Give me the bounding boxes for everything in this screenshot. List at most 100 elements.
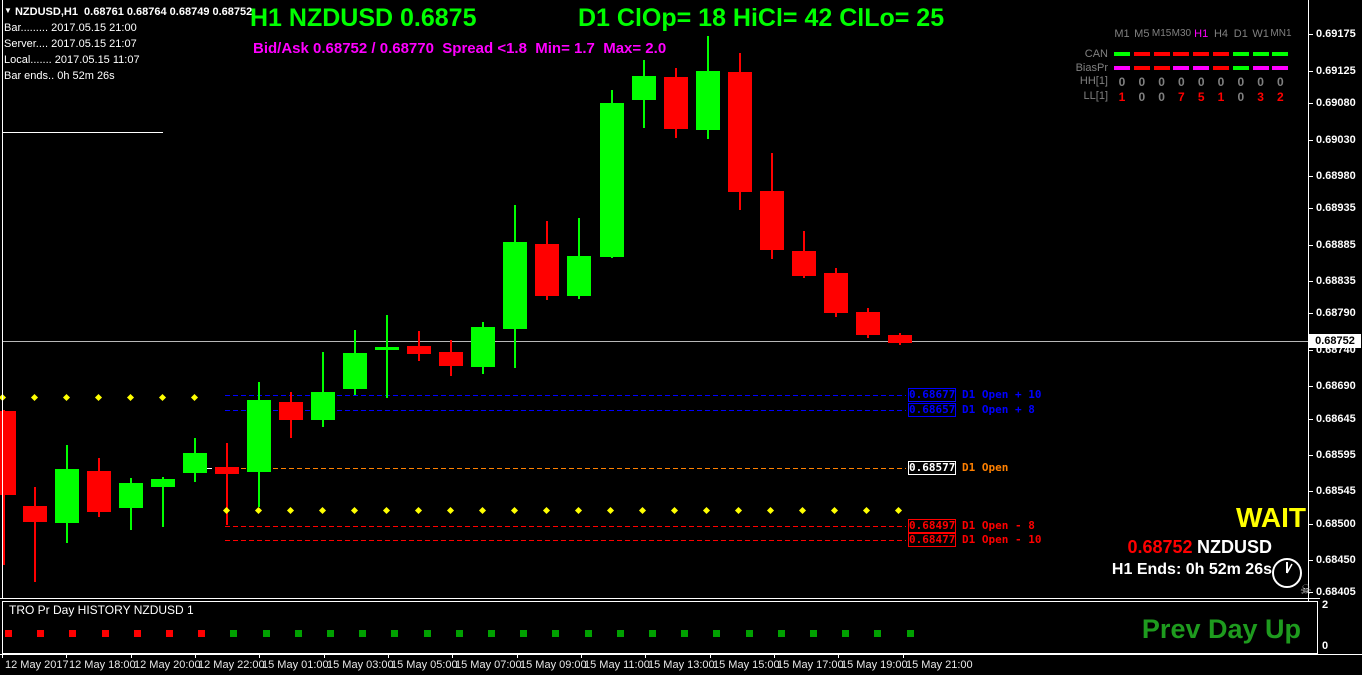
open-level-dot <box>222 506 231 515</box>
bias-dash <box>1213 52 1229 56</box>
candle-body <box>792 251 816 276</box>
prev-day-dot <box>5 630 12 637</box>
prev-day-dot <box>713 630 720 637</box>
bias-dash <box>1133 66 1150 70</box>
time-axis[interactable]: 12 May 2017 12 May 18:00 12 May 20:00 12 Ma… <box>0 654 1362 675</box>
bias-count: 5 <box>1197 90 1205 104</box>
prev-day-dot <box>134 630 141 637</box>
clock-icon <box>1272 558 1302 588</box>
candle-body <box>183 453 207 473</box>
bias-dash <box>1173 52 1190 56</box>
price-tick-label: 0.68405 <box>1316 586 1356 598</box>
open-level-dot <box>830 506 839 515</box>
bias-count: 1 <box>1217 90 1225 104</box>
price-tick <box>1308 281 1313 282</box>
candle-body <box>215 467 239 474</box>
price-tick <box>1308 34 1313 35</box>
price-tick-label: 0.68500 <box>1316 518 1356 530</box>
open-level-dot <box>670 506 679 515</box>
prev-day-label: Prev Day Up <box>1141 614 1301 644</box>
open-level-dot <box>542 506 551 515</box>
candle-body <box>375 347 399 350</box>
subwindow-scale-min: 0 <box>1322 640 1329 652</box>
price-tick-label: 0.68835 <box>1316 275 1356 287</box>
price-tick <box>1308 71 1313 72</box>
time-tick-label: 15 May 09:00 <box>520 659 587 671</box>
server-time-line: Server.... 2017.05.15 21:07 <box>4 38 137 50</box>
price-axis[interactable]: 0.69175 0.69125 0.69080 0.69030 0.68980 0.689… <box>1308 0 1362 654</box>
indicator-subwindow[interactable]: TRO Pr Day HISTORY NZDUSD 1 Prev Day Up <box>2 601 1318 654</box>
chart-left-border <box>2 0 3 598</box>
open-level-dot <box>0 393 7 402</box>
prev-day-dot <box>263 630 270 637</box>
subwindow-separator <box>0 598 1320 599</box>
price-tick <box>1308 313 1313 314</box>
open-level-dot <box>638 506 647 515</box>
bias-count: 7 <box>1178 90 1185 104</box>
signal-price-line: 0.68752 NZDUSD <box>1127 537 1272 558</box>
time-tick <box>838 654 839 658</box>
open-level-dot <box>574 506 583 515</box>
price-tick <box>1308 455 1313 456</box>
price-tick <box>1308 524 1313 525</box>
time-tick <box>903 654 904 658</box>
open-level-dot <box>862 506 871 515</box>
chart-area[interactable]: 0.68677 D1 Open + 10 0.68657 D1 Open + 8 0.6… <box>0 0 1308 598</box>
time-tick <box>774 654 775 658</box>
prev-day-dot <box>778 630 785 637</box>
price-tick-label: 0.68690 <box>1316 380 1356 392</box>
bias-dash <box>1193 66 1210 70</box>
tf-row-label: BiasPr <box>1075 62 1108 74</box>
prev-day-dot <box>166 630 173 637</box>
time-tick <box>452 654 453 658</box>
open-level-dot <box>446 506 455 515</box>
open-level-dot <box>318 506 327 515</box>
time-tick-label: 15 May 21:00 <box>906 659 973 671</box>
candle-body <box>856 312 880 335</box>
level-line <box>225 468 906 469</box>
candle-body <box>535 244 559 296</box>
prev-day-dot <box>520 630 527 637</box>
time-tick-label: 15 May 17:00 <box>777 659 844 671</box>
prev-day-dot <box>842 630 849 637</box>
prev-day-dot <box>746 630 753 637</box>
bias-dash <box>1232 52 1249 56</box>
open-level-dot <box>510 506 519 515</box>
candle-body <box>87 471 111 512</box>
level-description: D1 Open + 8 <box>962 403 1035 416</box>
open-level-dot <box>94 393 103 402</box>
level-line <box>225 526 906 527</box>
level-description: D1 Open - 8 <box>962 519 1035 532</box>
candle-body <box>407 346 431 354</box>
candle-body <box>760 191 784 250</box>
tf-row-label: CAN <box>1084 48 1108 60</box>
price-tick-label: 0.68935 <box>1316 202 1356 214</box>
bias-count: 0 <box>1257 75 1264 89</box>
prev-day-dot <box>327 630 334 637</box>
open-level-dot <box>766 506 775 515</box>
time-tick-label: 12 May 20:00 <box>134 659 201 671</box>
level-price-tag: 0.68497 <box>908 519 956 533</box>
tf-label-m5: M5 <box>1134 28 1150 40</box>
price-tick <box>1308 491 1313 492</box>
tf-label-m15: M15 <box>1151 28 1172 39</box>
tf-label-m1: M1 <box>1114 28 1130 40</box>
price-tick-label: 0.69030 <box>1316 134 1356 146</box>
prev-day-dot <box>102 630 109 637</box>
candle-wick <box>322 352 324 427</box>
symbol-dropdown-icon[interactable]: ▼ <box>4 6 12 15</box>
prev-day-dot <box>585 630 592 637</box>
bias-dash <box>1153 66 1170 70</box>
candle-body <box>664 77 688 129</box>
candle-body <box>119 483 143 508</box>
bias-count: 0 <box>1197 75 1205 89</box>
current-price-tag: 0.68752 <box>1309 334 1361 348</box>
candle-wick <box>386 315 388 398</box>
time-tick-label: 15 May 19:00 <box>841 659 908 671</box>
prev-day-dot <box>359 630 366 637</box>
tf-label-w1: W1 <box>1252 28 1269 40</box>
open-level-dot <box>702 506 711 515</box>
prev-day-dot <box>69 630 76 637</box>
open-level-dot <box>350 506 359 515</box>
bias-dash <box>1252 52 1269 56</box>
